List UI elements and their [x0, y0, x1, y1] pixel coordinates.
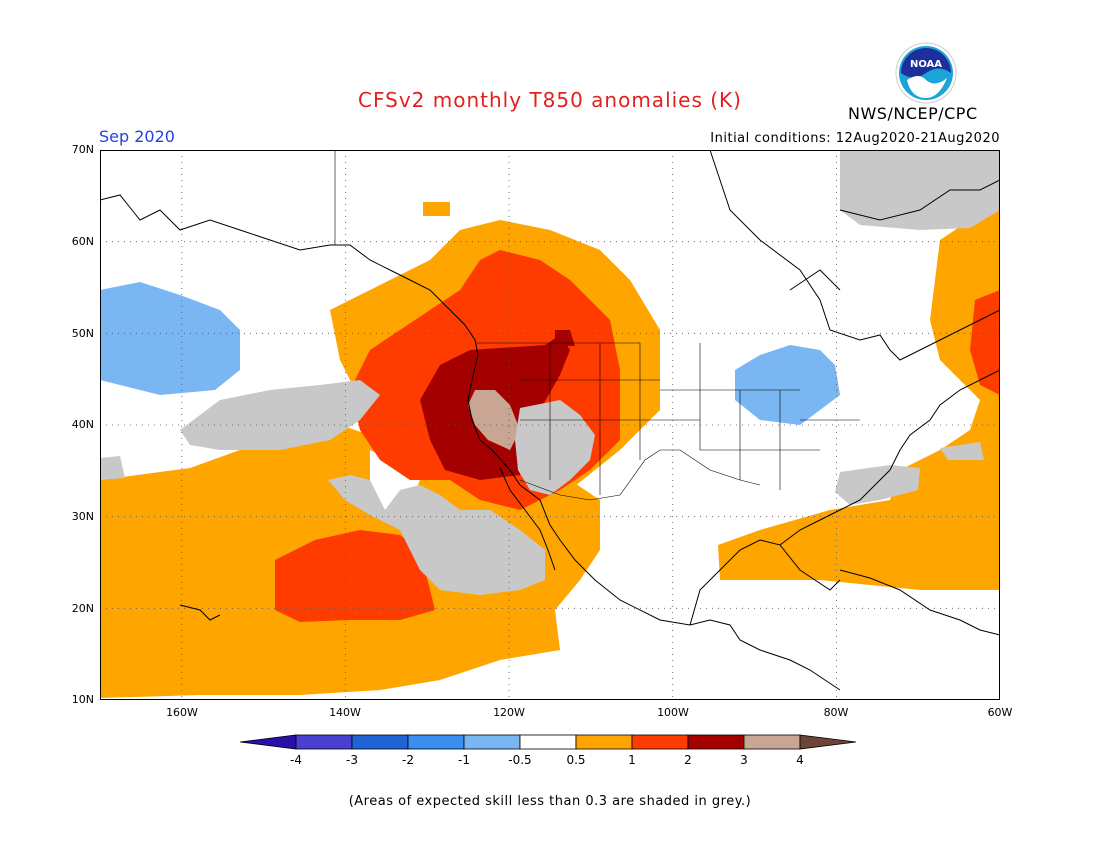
colorbar-segment: [463, 734, 521, 750]
low-skill-region: [180, 380, 380, 450]
low-skill-region: [515, 400, 595, 495]
coastlines: [100, 150, 1000, 691]
colorbar-segment: [575, 734, 633, 750]
colorbar-tick-label: 3: [740, 753, 748, 767]
colorbar-segment: [743, 734, 801, 750]
colorbar-tick-label: 0.5: [566, 753, 586, 767]
lat-label: 50N: [71, 327, 94, 340]
graticule: [100, 150, 1000, 700]
low-skill-region: [840, 150, 1000, 230]
lon-label: 160W: [166, 706, 198, 719]
low-skill-region: [100, 456, 125, 480]
lon-label: 80W: [823, 706, 849, 719]
lat-label: 40N: [71, 418, 94, 431]
anomaly-region: [423, 202, 450, 216]
colorbar-segment: [295, 734, 353, 750]
anomaly-region: [735, 345, 840, 425]
anomaly-region: [275, 530, 435, 622]
colorbar-tick-label: -3: [346, 753, 358, 767]
anomaly-map: [100, 150, 1000, 700]
lat-label: 70N: [71, 143, 94, 156]
lat-label: 30N: [71, 510, 94, 523]
agency-label: NWS/NCEP/CPC: [848, 104, 978, 123]
colorbar-tick-label: -0.5: [508, 753, 532, 767]
colorbar: [240, 734, 857, 750]
colorbar-segment: [631, 734, 689, 750]
boundaries: [334, 150, 860, 501]
low-skill-region: [940, 442, 984, 460]
anomaly-region: [970, 290, 1000, 395]
colorbar-tick-label: 2: [684, 753, 692, 767]
colorbar-segment: [687, 734, 745, 750]
anomaly-region: [555, 330, 575, 346]
colorbar-tick-label: 1: [628, 753, 636, 767]
anomaly-region: [718, 210, 1000, 590]
low-skill-region: [835, 465, 920, 505]
colorbar-high-arrow: [799, 734, 857, 750]
lon-label: 60W: [987, 706, 1013, 719]
noaa-logo-text: NOAA: [910, 59, 942, 70]
colorbar-tick-label: 4: [796, 753, 804, 767]
skill-note: (Areas of expected skill less than 0.3 a…: [348, 794, 752, 809]
forecast-month: Sep 2020: [99, 127, 175, 146]
anomaly-region: [468, 390, 520, 450]
chart-title: CFSv2 monthly T850 anomalies (K): [358, 88, 742, 112]
colorbar-tick-label: -2: [402, 753, 414, 767]
colorbar-segment: [519, 734, 577, 750]
initial-conditions: Initial conditions: 12Aug2020-21Aug2020: [710, 131, 1000, 146]
lat-label: 60N: [71, 235, 94, 248]
low-skill-region: [328, 475, 545, 595]
colorbar-segment: [407, 734, 465, 750]
noaa-logo-icon: NOAA: [895, 42, 957, 104]
lon-label: 100W: [657, 706, 689, 719]
colorbar-low-arrow: [240, 734, 297, 750]
colorbar-tick-label: -1: [458, 753, 470, 767]
lon-label: 140W: [329, 706, 361, 719]
anomaly-shading: [100, 150, 1000, 698]
colorbar-tick-label: -4: [290, 753, 302, 767]
lat-label: 10N: [71, 693, 94, 706]
anomaly-region: [100, 282, 240, 395]
colorbar-segment: [351, 734, 409, 750]
lat-label: 20N: [71, 602, 94, 615]
lon-label: 120W: [493, 706, 525, 719]
